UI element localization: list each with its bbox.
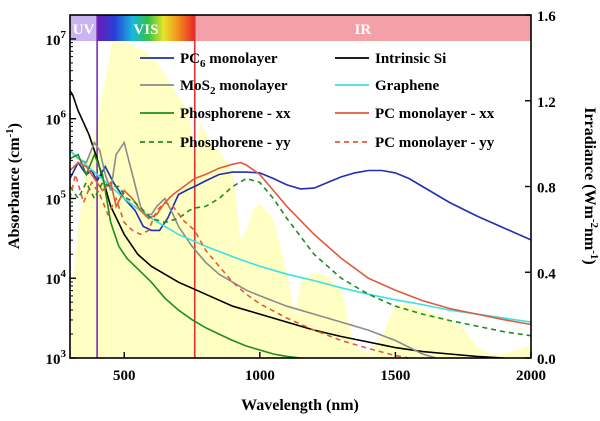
band-vis <box>97 15 195 41</box>
x-axis-title: Wavelength (nm) <box>241 397 359 414</box>
y2-tick-label: 0.4 <box>537 266 556 282</box>
y-tick-label: 105 <box>46 188 67 208</box>
series-pc-monolayer-xx <box>70 161 531 326</box>
series-phosphorene-yy <box>70 177 531 337</box>
band-label-ir: IR <box>355 22 372 38</box>
band-ir <box>194 15 531 41</box>
y-axis-title: Absorbance (cm-1) <box>4 123 23 249</box>
y-tick-label: 104 <box>46 268 67 288</box>
axis-ticks: 500 1000 1500 2000 103 104 105 106 107 0.0 0.4 0.8 1… <box>46 9 557 384</box>
legend: PC6 monolayer Intrinsic Si MoS2 monolayer G… <box>140 51 495 151</box>
y2-tick-label: 0.8 <box>537 181 556 197</box>
legend-label-phosphorene-xx: Phosphorene - xx <box>180 106 291 122</box>
y2-tick-label: 1.2 <box>537 95 556 111</box>
y-tick-label: 107 <box>46 29 67 49</box>
series-pc6-monolayer <box>70 161 531 241</box>
irradiance-layer <box>70 36 531 358</box>
legend-label-graphene: Graphene <box>375 78 440 94</box>
legend-label-mos2-monolayer: MoS2 monolayer <box>180 78 288 97</box>
irradiance-area <box>70 36 531 358</box>
series-layer <box>70 90 531 358</box>
series-graphene <box>70 150 531 323</box>
legend-label-pc-monolayer-yy: PC monolayer - yy <box>375 135 495 151</box>
series-pc-monolayer-yy <box>70 171 410 358</box>
x-tick-label: 2000 <box>516 368 546 384</box>
series-mos2-monolayer <box>70 140 437 358</box>
x-tick-label: 500 <box>113 368 136 384</box>
series-intrinsic-si <box>70 90 504 358</box>
legend-label-pc-monolayer-xx: PC monolayer - xx <box>375 106 495 122</box>
y2-tick-label: 1.6 <box>537 9 556 25</box>
y2-axis-title: Irradiance (Wm-2nm-1) <box>581 107 600 264</box>
series-phosphorene-xx <box>70 152 301 358</box>
legend-label-intrinsic-si: Intrinsic Si <box>375 51 446 67</box>
y-tick-label: 106 <box>46 109 67 129</box>
y-tick-label: 103 <box>46 348 67 368</box>
y2-tick-label: 0.0 <box>537 352 556 368</box>
band-label-vis: VIS <box>133 22 158 38</box>
x-tick-label: 1000 <box>245 368 275 384</box>
spectrum-bands: UV VIS IR <box>70 15 531 41</box>
legend-label-pc6-monolayer: PC6 monolayer <box>180 51 278 70</box>
legend-label-phosphorene-yy: Phosphorene - yy <box>180 135 291 151</box>
band-uv <box>70 15 98 41</box>
x-tick-label: 1500 <box>380 368 410 384</box>
band-label-uv: UV <box>73 22 95 38</box>
